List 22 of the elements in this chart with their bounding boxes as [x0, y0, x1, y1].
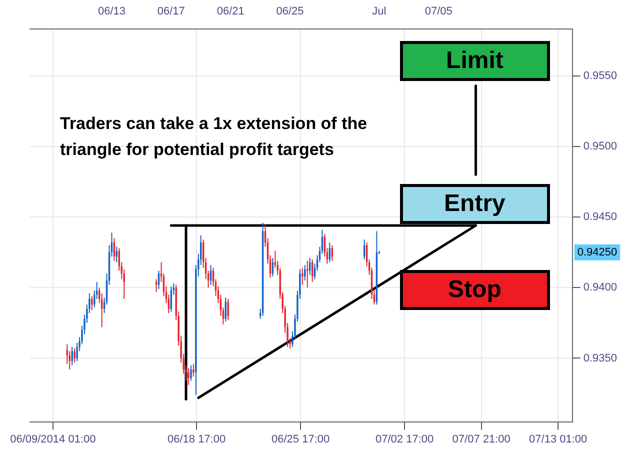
y-tick-label: 0.9350 [583, 352, 618, 364]
label-box: Stop [400, 270, 550, 310]
x2-tick-label: 07/05 [424, 6, 452, 18]
y-tick-label: 0.9400 [583, 282, 618, 294]
x2-tick-label: 06/13 [98, 6, 126, 18]
annotation: Traders can take a 1x extension of the triangle for potential profit targets [60, 114, 368, 159]
x2-tick-label: Jul [372, 6, 386, 18]
x-tick-label: 07/07 21:00 [452, 433, 510, 446]
text: 0.94250 [577, 246, 618, 258]
x-tick-label: 07/02 17:00 [376, 433, 434, 446]
label-box: Limit [400, 40, 550, 81]
label-box: Entry [400, 184, 550, 224]
x-tick-label: 06/09/2014 01:00 [10, 433, 96, 446]
x-tick-label: 06/25 17:00 [271, 433, 330, 446]
y-tick-label: 0.9500 [583, 140, 618, 152]
x2-tick-label: 06/17 [157, 6, 185, 18]
y-tick-label: 0.9550 [583, 70, 618, 82]
x2-tick-label: 06/25 [276, 6, 304, 18]
x-tick-label: 07/13 01:00 [529, 433, 588, 446]
x-tick-label: 06/18 17:00 [167, 433, 226, 446]
x2-tick-label: 06/21 [216, 6, 244, 18]
y-tick-label: 0.9450 [583, 211, 618, 224]
